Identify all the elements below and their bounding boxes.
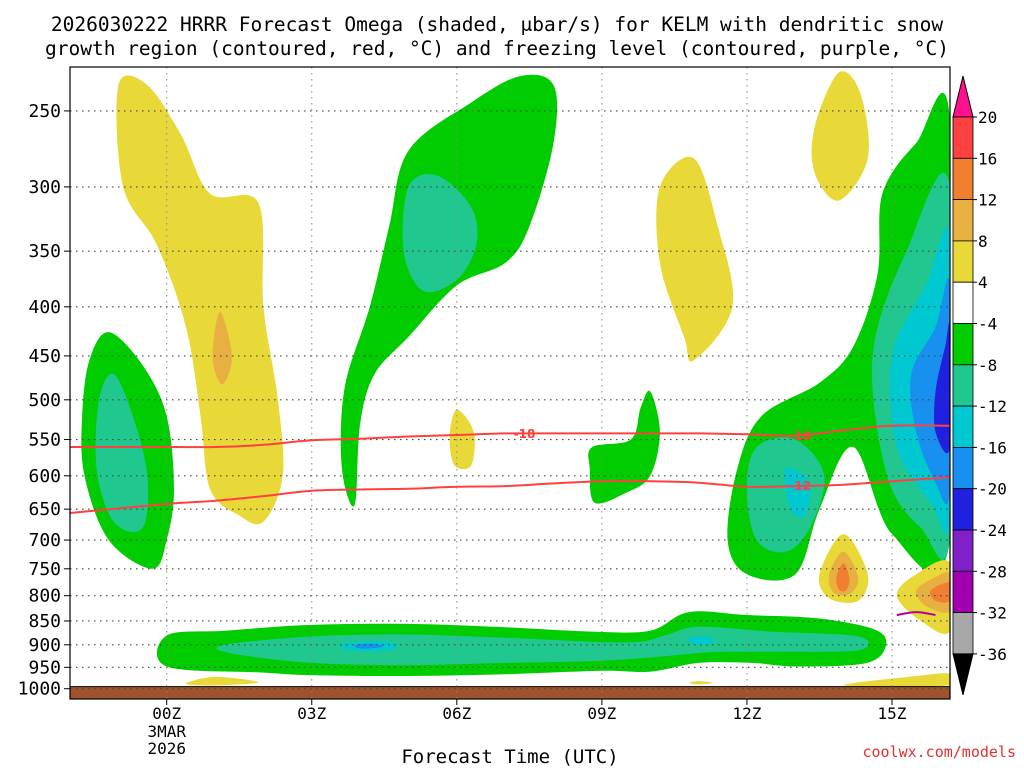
colorbar-bin-9 [952, 446, 974, 490]
colorbar-bin-4 [952, 240, 974, 283]
x-tick-label-03Z: 03Z [297, 704, 326, 723]
contour-line-12 [70, 476, 950, 514]
y-tick-label-800: 800 [28, 586, 61, 607]
colorbar-bin-5 [952, 281, 974, 324]
omega-region-9 [656, 156, 734, 362]
colorbar-tick-label-2: 16 [978, 149, 997, 168]
contour-label-18-2: -18 [789, 429, 811, 443]
omega-region-10 [811, 71, 869, 201]
omega-region-5 [340, 74, 558, 507]
omega-region-30 [688, 681, 714, 685]
y-tick-label-400: 400 [28, 297, 61, 318]
x-tick-sublabel-2026: 2026 [147, 739, 186, 758]
y-tick-label-250: 250 [28, 101, 61, 122]
y-tick-label-550: 550 [28, 430, 61, 451]
colorbar-bin-3 [952, 199, 974, 242]
colorbar-tick-label-8: -12 [978, 397, 1007, 416]
colorbar-bin-11 [952, 529, 974, 572]
colorbar-bin-13 [952, 612, 974, 655]
colorbar-tick-label-1: 20 [978, 108, 997, 127]
y-tick-label-350: 350 [28, 241, 61, 262]
omega-region-1 [116, 75, 284, 525]
colorbar-bin-6 [952, 323, 974, 366]
plot-frame [69, 66, 951, 700]
terrain-layer [70, 686, 950, 699]
grid-layer [70, 67, 950, 699]
omega-region-23 [929, 582, 950, 603]
colorbar: 20 16 12 8 4 -4 -8 -12 -16 -20 -24 -28 -32 -36 [952, 75, 1007, 696]
colorbar-bin-10 [952, 488, 974, 531]
omega-region-29 [186, 676, 259, 686]
colorbar-tick-label-6: -4 [978, 315, 997, 334]
colorbar-bin-2 [952, 157, 974, 201]
x-tick-label-09Z: 09Z [587, 704, 616, 723]
x-tick-label-00Z: 00Z [152, 704, 181, 723]
y-tick-label-850: 850 [28, 611, 61, 632]
colorbar-tick-label-11: -24 [978, 521, 1007, 540]
y-tick-label-900: 900 [28, 635, 61, 656]
colorbar-bin-8 [952, 405, 974, 448]
contour-label-18-1: -18 [514, 427, 536, 441]
y-tick-label-950: 950 [28, 657, 61, 678]
y-tick-label-1000: 1000 [18, 679, 61, 700]
colorbar-bin-12 [952, 570, 974, 613]
colorbar-tick-label-3: 12 [978, 191, 997, 210]
omega-region-2 [212, 311, 233, 385]
omega-region-25 [216, 626, 869, 666]
colorbar-tick-label-10: -20 [978, 480, 1007, 499]
chart-title-line-2: growth region (contoured, red, °C) and f… [45, 37, 949, 60]
colorbar-tick-label-7: -8 [978, 356, 997, 375]
colorbar-bin-7 [952, 364, 974, 407]
omega-shading-layer [81, 71, 950, 687]
freezing-level-contour [896, 611, 936, 616]
x-tick-sublabel-3MAR: 3MAR [147, 722, 186, 741]
plot-area: -18 -18 -12 [69, 66, 951, 700]
colorbar-tick-label-12: -28 [978, 562, 1007, 581]
x-tick-label-12Z: 12Z [732, 704, 761, 723]
y-tick-label-300: 300 [28, 177, 61, 198]
omega-region-28 [354, 643, 383, 649]
y-tick-label-600: 600 [28, 466, 61, 487]
y-tick-label-500: 500 [28, 390, 61, 411]
y-tick-label-750: 750 [28, 559, 61, 580]
x-tick-label-15Z: 15Z [878, 704, 907, 723]
omega-region-17 [934, 321, 950, 454]
colorbar-tick-label-5: 4 [978, 273, 988, 292]
omega-region-20 [836, 563, 850, 592]
colorbar-tick-label-4: 8 [978, 232, 988, 251]
omega-region-4 [95, 373, 149, 532]
colorbar-tick-label-13: -32 [978, 604, 1007, 623]
omega-region-13 [746, 437, 825, 553]
omega-region-31 [843, 673, 950, 687]
omega-region-8 [588, 390, 660, 504]
x-tick-label-06Z: 06Z [442, 704, 471, 723]
colorbar-tick-label-9: -16 [978, 438, 1007, 457]
colorbar-tick-label-14: -36 [978, 645, 1007, 664]
terrain-fill [70, 686, 950, 699]
omega-region-15 [784, 467, 811, 518]
contour-layer: -18 -18 -12 [70, 424, 950, 616]
x-axis-label: Forecast Time (UTC) [401, 746, 618, 768]
y-tick-label-650: 650 [28, 499, 61, 520]
chart-title-line-1: 2026030222 HRRR Forecast Omega (shaded, … [51, 13, 943, 36]
colorbar-bin-1 [952, 116, 974, 159]
omega-region-7 [449, 409, 475, 470]
omega-region-27 [688, 636, 714, 645]
colorbar-over-arrow [952, 75, 974, 118]
omega-region-16 [910, 277, 950, 505]
omega-region-6 [402, 174, 478, 293]
y-tick-label-450: 450 [28, 346, 61, 367]
y-tick-label-700: 700 [28, 530, 61, 551]
contour-label-12-1: -12 [789, 479, 811, 493]
credit-label: coolwx.com/models [862, 743, 1016, 761]
y-axis-pressure: 250 300 350 400 450 500 550 600 650 700 750 800 850 9… [18, 101, 70, 700]
colorbar-under-arrow [952, 653, 974, 696]
contour-line-18 [70, 424, 950, 449]
